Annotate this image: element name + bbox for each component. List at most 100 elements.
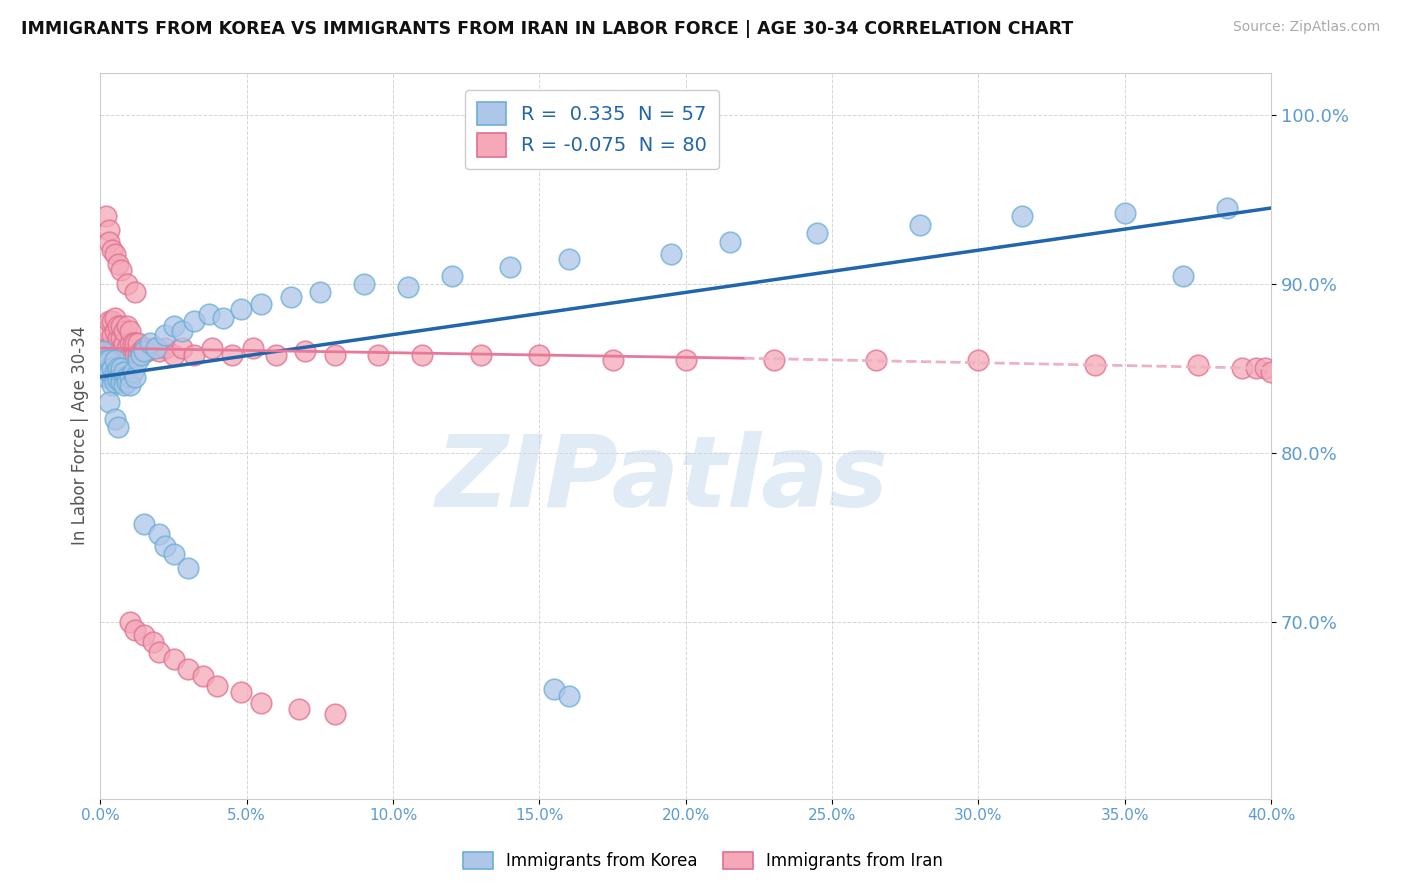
Y-axis label: In Labor Force | Age 30-34: In Labor Force | Age 30-34	[72, 326, 89, 546]
Point	[101, 327, 124, 342]
Point	[353, 277, 375, 291]
Point	[110, 365, 132, 379]
Point	[153, 539, 176, 553]
Point	[288, 702, 311, 716]
Point	[112, 336, 135, 351]
Point	[172, 324, 194, 338]
Point	[806, 227, 828, 241]
Legend: R =  0.335  N = 57, R = -0.075  N = 80: R = 0.335 N = 57, R = -0.075 N = 80	[465, 90, 718, 169]
Point	[112, 324, 135, 338]
Point	[118, 378, 141, 392]
Point	[101, 361, 124, 376]
Point	[104, 348, 127, 362]
Point	[250, 297, 273, 311]
Point	[101, 314, 124, 328]
Point	[200, 341, 222, 355]
Point	[115, 277, 138, 291]
Point	[470, 348, 492, 362]
Point	[118, 615, 141, 629]
Point	[557, 252, 579, 266]
Point	[107, 361, 129, 376]
Point	[98, 352, 121, 367]
Point	[762, 352, 785, 367]
Point	[124, 623, 146, 637]
Point	[136, 344, 159, 359]
Point	[98, 395, 121, 409]
Point	[91, 341, 114, 355]
Point	[112, 348, 135, 362]
Point	[1114, 206, 1136, 220]
Point	[104, 310, 127, 325]
Point	[602, 352, 624, 367]
Point	[908, 218, 931, 232]
Point	[127, 352, 149, 367]
Point	[107, 420, 129, 434]
Point	[1187, 358, 1209, 372]
Point	[104, 246, 127, 260]
Point	[124, 336, 146, 351]
Point	[131, 348, 153, 362]
Point	[142, 634, 165, 648]
Point	[107, 365, 129, 379]
Legend: Immigrants from Korea, Immigrants from Iran: Immigrants from Korea, Immigrants from I…	[457, 845, 949, 877]
Point	[229, 302, 252, 317]
Point	[115, 319, 138, 334]
Point	[104, 352, 127, 367]
Point	[197, 307, 219, 321]
Point	[112, 369, 135, 384]
Point	[115, 352, 138, 367]
Point	[1246, 361, 1268, 376]
Point	[104, 375, 127, 389]
Point	[499, 260, 522, 274]
Point	[212, 310, 235, 325]
Point	[134, 628, 156, 642]
Point	[142, 341, 165, 355]
Point	[1084, 358, 1107, 372]
Point	[118, 369, 141, 384]
Point	[1260, 365, 1282, 379]
Point	[411, 348, 433, 362]
Point	[127, 348, 149, 362]
Point	[183, 314, 205, 328]
Point	[98, 223, 121, 237]
Point	[110, 341, 132, 355]
Point	[96, 348, 118, 362]
Point	[98, 314, 121, 328]
Point	[1173, 268, 1195, 283]
Point	[309, 285, 332, 300]
Text: ZIPatlas: ZIPatlas	[436, 431, 889, 528]
Point	[98, 352, 121, 367]
Point	[101, 369, 124, 384]
Point	[115, 369, 138, 384]
Point	[172, 341, 194, 355]
Point	[98, 235, 121, 249]
Point	[145, 341, 167, 355]
Text: IMMIGRANTS FROM KOREA VS IMMIGRANTS FROM IRAN IN LABOR FORCE | AGE 30-34 CORRELA: IMMIGRANTS FROM KOREA VS IMMIGRANTS FROM…	[21, 20, 1073, 37]
Point	[323, 707, 346, 722]
Point	[440, 268, 463, 283]
Point	[107, 331, 129, 345]
Point	[91, 352, 114, 367]
Point	[1254, 361, 1277, 376]
Point	[162, 547, 184, 561]
Point	[118, 324, 141, 338]
Point	[557, 689, 579, 703]
Point	[718, 235, 741, 249]
Point	[98, 341, 121, 355]
Point	[148, 645, 170, 659]
Point	[529, 348, 551, 362]
Point	[124, 285, 146, 300]
Point	[96, 369, 118, 384]
Point	[104, 341, 127, 355]
Point	[139, 336, 162, 351]
Point	[280, 290, 302, 304]
Point	[134, 344, 156, 359]
Point	[110, 331, 132, 345]
Point	[101, 243, 124, 257]
Point	[115, 375, 138, 389]
Point	[134, 516, 156, 531]
Point	[153, 327, 176, 342]
Point	[148, 526, 170, 541]
Point	[96, 352, 118, 367]
Point	[229, 685, 252, 699]
